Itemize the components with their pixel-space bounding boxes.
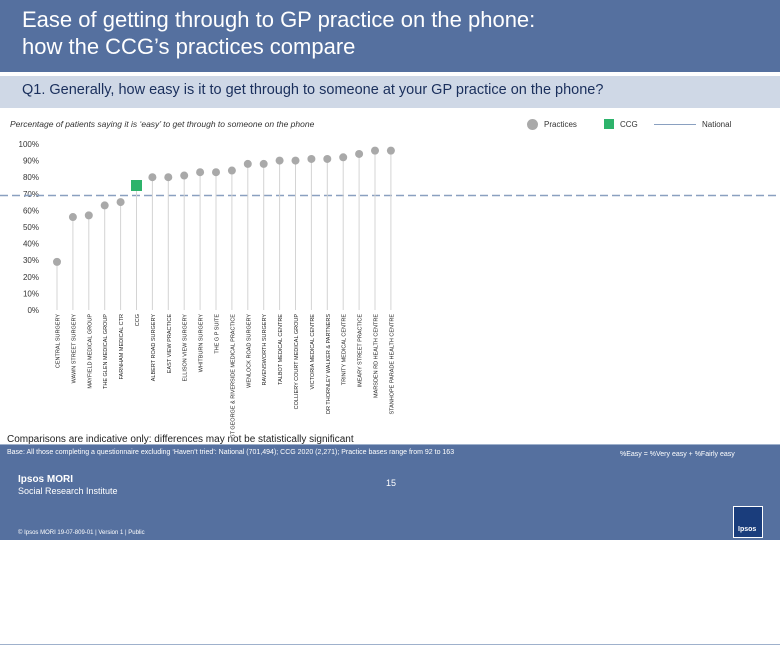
x-tick-label: EAST VIEW PRACTICE <box>167 314 173 374</box>
x-tick-label: WHITBURN SURGERY <box>199 314 205 373</box>
x-tick-label: COLLIERY COURT MEDICAL GROUP <box>294 314 300 410</box>
practice-point <box>68 213 77 222</box>
practice-point <box>243 159 252 168</box>
y-tick-label: 20% <box>23 273 39 282</box>
y-tick-label: 80% <box>23 173 39 182</box>
chart-subtitle: Percentage of patients saying it is ‘eas… <box>10 119 315 129</box>
scatter-chart: 0% 10% 20% 30% 40% 50% 60% 70% 80% 90% 100% CENTRAL… <box>0 140 780 436</box>
legend-ccg-label: CCG <box>620 119 638 129</box>
legend-national: National <box>654 117 731 131</box>
practice-point <box>148 173 157 182</box>
practice-point <box>212 168 220 177</box>
practice-marker-icon <box>527 118 538 130</box>
x-tick-label: DR THORNLEY WALKER & PARTNERS <box>326 314 332 414</box>
footer-rule <box>0 444 780 445</box>
easy-definition: %Easy = %Very easy + %Fairly easy <box>620 451 735 458</box>
x-tick-label: IMEARY STREET PRACTICE <box>358 314 364 388</box>
brand-name: Ipsos MORI <box>18 474 74 485</box>
y-tick-label: 40% <box>23 240 39 249</box>
ccg-point <box>131 180 142 191</box>
x-tick-label: VICTORIA MEDICAL CENTRE <box>310 314 316 390</box>
practice-point <box>307 154 316 163</box>
practice-point <box>355 149 364 158</box>
x-tick-label: THE GLEN MEDICAL GROUP <box>103 314 109 389</box>
practice-point <box>371 146 379 155</box>
y-tick-label: 100% <box>19 140 39 149</box>
national-line-icon <box>654 123 696 125</box>
practice-point <box>100 201 109 210</box>
header-banner <box>0 0 780 72</box>
x-tick-label: THE G P SUITE <box>215 314 221 354</box>
legend-practices-label: Practices <box>544 119 577 129</box>
question-text: Q1. Generally, how easy is it to get thr… <box>22 82 604 98</box>
practice-point <box>53 257 61 266</box>
x-tick-label: ELLISON VIEW SURGERY <box>183 314 189 382</box>
x-tick-label: WENLOCK ROAD SURGERY <box>246 314 252 388</box>
practice-point <box>275 156 284 165</box>
page-number: 15 <box>386 478 397 488</box>
x-tick-label: MAYFIELD MEDICAL GROUP <box>87 314 93 389</box>
legend-practices: Practices <box>527 117 577 131</box>
logo-text: Ipsos <box>738 526 757 533</box>
x-tick-label: TRINITY MEDICAL CENTRE <box>342 314 348 386</box>
ccg-marker-icon <box>604 119 614 129</box>
x-tick-label: ST GEORGE & RIVERSIDE MEDICAL PRACTICE <box>230 314 236 436</box>
x-tick-label: RAVENSWORTH SURGERY <box>262 314 268 386</box>
legend-national-label: National <box>702 119 732 129</box>
footer-band <box>0 445 780 540</box>
practice-point <box>164 173 173 182</box>
practice-point <box>259 159 268 168</box>
practice-point <box>180 171 189 180</box>
practice-point <box>227 166 236 175</box>
practice-point <box>323 154 332 163</box>
practice-point <box>386 146 395 155</box>
practice-point <box>196 168 205 177</box>
practice-point <box>116 198 125 207</box>
copyright-text: © Ipsos MORI 19-07-809-01 | Version 1 | … <box>18 530 145 536</box>
ipsos-logo-icon: Ipsos <box>733 506 763 538</box>
x-tick-label: FARNHAM MEDICAL CTR <box>119 314 125 380</box>
legend-ccg: CCG <box>604 117 638 131</box>
practice-point <box>291 156 300 165</box>
x-tick-label: STANHOPE PARADE HEALTH CENTRE <box>389 314 395 415</box>
y-tick-label: 90% <box>23 157 39 166</box>
x-tick-label: WAWN STREET SURGERY <box>71 314 77 384</box>
x-tick-label: MARSDEN RD HEALTH CENTRE <box>374 314 380 398</box>
y-tick-label: 10% <box>23 289 39 298</box>
practice-point <box>339 153 348 162</box>
x-tick-label: CCG <box>135 314 141 326</box>
y-tick-label: 60% <box>23 206 39 215</box>
y-tick-label: 70% <box>23 190 39 199</box>
y-tick-label: 30% <box>23 256 39 265</box>
page-title: Ease of getting through to GP practice o… <box>22 7 536 59</box>
practice-point <box>84 211 93 220</box>
comparisons-note: Comparisons are indicative only: differe… <box>7 434 354 445</box>
x-tick-label: TALBOT MEDICAL CENTRE <box>278 314 284 385</box>
x-tick-label: CENTRAL SURGERY <box>56 314 62 368</box>
question-banner <box>0 76 780 108</box>
base-note: Base: All those completing a questionnai… <box>7 449 455 456</box>
brand-subtitle: Social Research Institute <box>18 486 118 496</box>
y-tick-label: 50% <box>23 223 39 232</box>
x-tick-label: ALBERT ROAD SURGERY <box>151 314 157 382</box>
y-tick-label: 0% <box>27 306 39 315</box>
